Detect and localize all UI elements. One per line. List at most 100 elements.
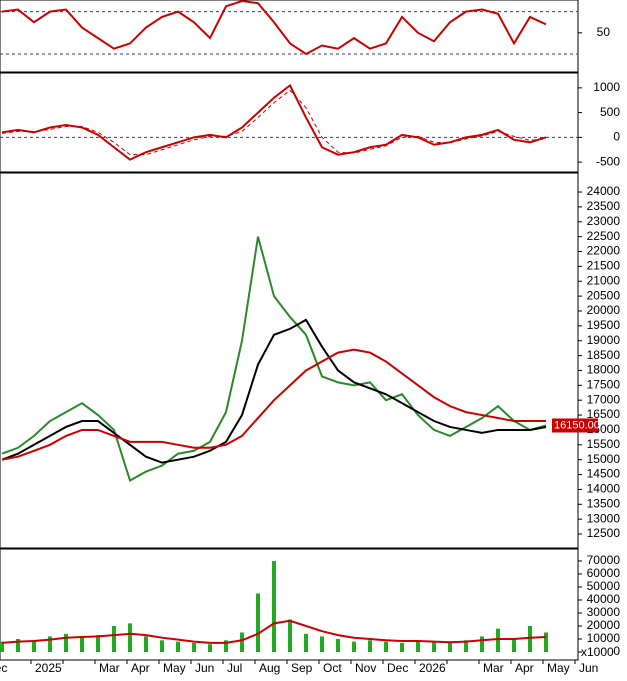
volume-bar <box>304 633 308 653</box>
y-tick-label: 21500 <box>587 259 621 273</box>
volume-bar <box>480 636 484 653</box>
y-tick-label: 13000 <box>587 511 621 525</box>
volume-bar <box>224 640 228 653</box>
volume-bar <box>528 625 532 653</box>
y-tick-label: 12500 <box>587 526 621 540</box>
y-tick-label: 70000 <box>587 553 621 567</box>
series-line <box>1 236 547 482</box>
y-tick-label: 15500 <box>587 437 621 451</box>
x-tick-label: Oct <box>323 661 342 675</box>
volume-bar <box>48 636 52 653</box>
y-tick-label: 30000 <box>587 605 621 619</box>
volume-bar <box>384 641 388 653</box>
y-tick-label: 24000 <box>587 184 621 198</box>
volume-bar <box>496 628 500 653</box>
y-tick-label: 22000 <box>587 244 621 258</box>
x-tick-label: Jun <box>579 661 598 675</box>
x-tick-label: Apr <box>131 661 150 675</box>
x-tick-label: Mar <box>99 661 120 675</box>
volume-bar <box>352 641 356 653</box>
volume-bar <box>32 640 36 653</box>
y-tick-label: 20000 <box>587 618 621 632</box>
y-tick-label: 21000 <box>587 273 621 287</box>
last-price-box <box>552 418 598 433</box>
volume-bar <box>448 642 452 653</box>
series-line <box>1 619 547 644</box>
y-tick-label: 1000 <box>593 80 620 94</box>
volume-bar <box>368 640 372 653</box>
volume-bar <box>464 640 468 653</box>
x-tick-label: Sep <box>291 661 313 675</box>
volume-bar <box>544 632 548 653</box>
volume-bar <box>176 641 180 653</box>
y-tick-label: 15000 <box>587 452 621 466</box>
y-tick-label: 0 <box>613 644 620 658</box>
panel-frame <box>0 172 579 549</box>
y-tick-label: 20500 <box>587 288 621 302</box>
x-tick-label: Mar <box>483 661 504 675</box>
y-tick-label: 20000 <box>587 303 621 317</box>
y-tick-label: 23000 <box>587 214 621 228</box>
y-tick-label: 19000 <box>587 333 621 347</box>
series-line <box>1 348 546 461</box>
x-tick-label: Jun <box>195 661 214 675</box>
volume-bar <box>160 640 164 653</box>
y-tick-label: 18000 <box>587 363 621 377</box>
x-tick-label: Dec <box>0 661 7 675</box>
panel-frame <box>0 548 579 661</box>
y-tick-label: 14500 <box>587 467 621 481</box>
y-tick-label: 10000 <box>587 631 621 645</box>
x-tick-label: May <box>547 661 570 675</box>
x-tick-label: Aug <box>259 661 280 675</box>
volume-bar <box>512 638 516 653</box>
volume-bar <box>240 632 244 653</box>
volume-bar <box>320 636 324 653</box>
volume-bar <box>400 642 404 653</box>
x-tick-label: 2026 <box>419 661 446 675</box>
y-tick-label: 60000 <box>587 566 621 580</box>
x-tick-label: Apr <box>515 661 534 675</box>
y-tick-label: 16500 <box>587 407 621 421</box>
volume-bar <box>272 560 276 653</box>
series-line <box>1 83 547 161</box>
y-tick-label: 50000 <box>587 579 621 593</box>
y-tick-label: 0 <box>613 130 620 144</box>
x-tick-label: Jul <box>227 661 242 675</box>
volume-bar <box>144 636 148 653</box>
panel-frame <box>0 72 579 173</box>
volume-bar <box>0 641 4 653</box>
y-tick-label: 13500 <box>587 496 621 510</box>
y-tick-label: 17500 <box>587 378 621 392</box>
y-tick-label: 40000 <box>587 592 621 606</box>
y-tick-label: 19500 <box>587 318 621 332</box>
panel-frame <box>0 0 579 73</box>
volume-bar <box>112 625 116 653</box>
series-line <box>1 318 547 464</box>
y-tick-label: 22500 <box>587 229 621 243</box>
volume-bar <box>336 638 340 653</box>
volume-bar <box>256 593 260 653</box>
x-tick-label: Nov <box>355 661 376 675</box>
series-line <box>1 89 547 156</box>
y-tick-label: 18500 <box>587 348 621 362</box>
volume-bar <box>416 640 420 653</box>
volume-bar <box>288 619 292 653</box>
volume-bar <box>16 638 20 653</box>
series-line <box>1 0 547 56</box>
volume-bar <box>64 633 68 653</box>
volume-bar <box>80 637 84 653</box>
volume-bar <box>96 635 100 653</box>
y-tick-label: 14000 <box>587 482 621 496</box>
x-tick-label: 2025 <box>35 661 62 675</box>
x-tick-label: Dec <box>387 661 408 675</box>
volume-bar <box>128 623 132 653</box>
y-tick-label: 17000 <box>587 392 621 406</box>
unit-label: x1000 <box>581 645 614 659</box>
volume-bar <box>208 644 212 653</box>
y-tick-label: -500 <box>596 154 620 168</box>
volume-bar <box>432 641 436 653</box>
y-tick-label: 50 <box>597 25 611 39</box>
last-price-label: 16150.00 <box>554 419 600 431</box>
